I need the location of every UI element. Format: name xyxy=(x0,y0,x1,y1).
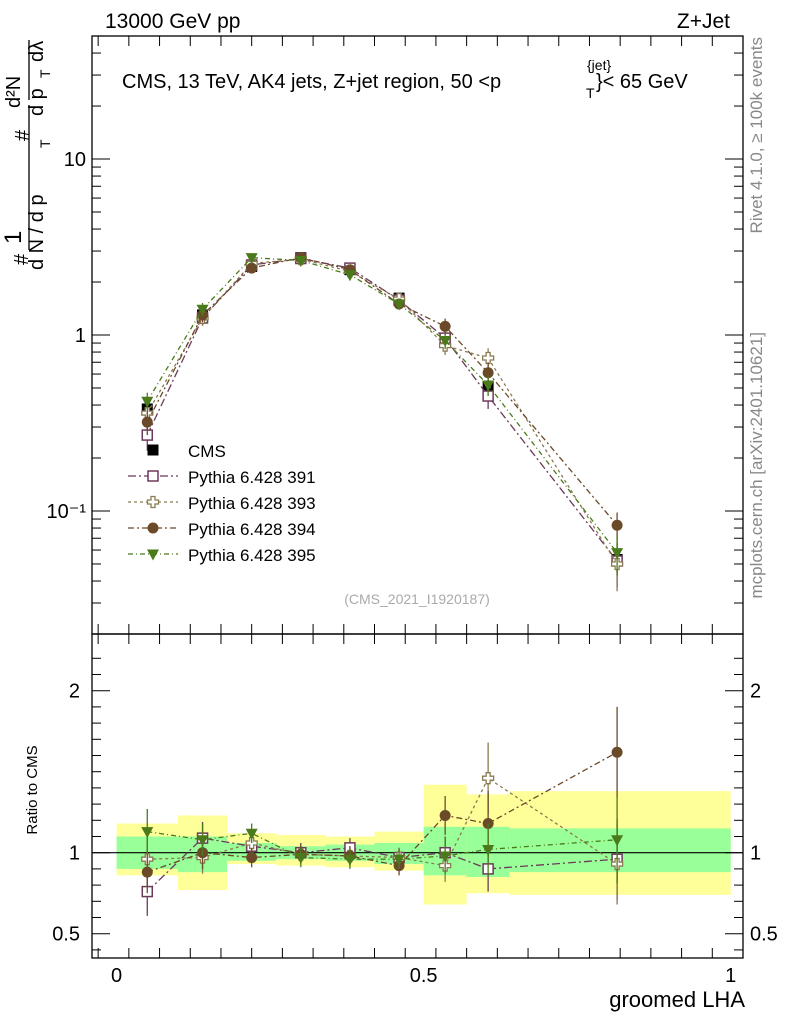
data-point xyxy=(439,320,451,332)
plot-title: CMS, 13 TeV, AK4 jets, Z+jet region, 50 … xyxy=(122,57,688,101)
legend-marker xyxy=(147,470,159,482)
x-tick-label: 0 xyxy=(111,965,122,987)
mcplots-label: mcplots.cern.ch [arXiv:2401.10621] xyxy=(747,332,766,598)
data-point xyxy=(196,304,209,316)
title-text: CMS, 13 TeV, AK4 jets, Z+jet region, 50 … xyxy=(122,71,501,93)
title-sub: T xyxy=(586,85,595,101)
ratio-point xyxy=(611,746,623,758)
ylabel-one: 1 xyxy=(0,231,27,244)
ratio-point xyxy=(343,854,356,866)
analysis-watermark: (CMS_2021_I1920187) xyxy=(344,591,490,607)
ratio-point xyxy=(439,809,451,821)
x-tick-label: 0.5 xyxy=(410,965,438,987)
ratio-line xyxy=(147,830,618,860)
legend-entry: CMS xyxy=(147,442,226,461)
legend-label: Pythia 6.428 395 xyxy=(188,546,316,565)
axes-group: 10⁻¹ 1 10 0.5 0.5 1 1 2 2 0 0.5 1 xyxy=(47,35,778,987)
data-point xyxy=(246,262,258,274)
data-point xyxy=(245,253,258,265)
series-line xyxy=(146,257,618,562)
ratio-point xyxy=(482,844,495,856)
data-point xyxy=(294,256,307,268)
ylabel-dlambda: dλ xyxy=(26,41,48,62)
legend-label: CMS xyxy=(188,442,226,461)
legend-marker xyxy=(147,549,159,561)
series-pythia-6-428-395 xyxy=(141,253,624,576)
data-point xyxy=(343,270,356,282)
ratio-point xyxy=(439,851,452,863)
ratio-bands xyxy=(116,784,731,905)
ratio-ylabel: Ratio to CMS xyxy=(24,745,41,834)
legend-marker xyxy=(147,522,159,534)
legend-entry: Pythia 6.428 393 xyxy=(128,494,316,513)
main-frame xyxy=(91,35,744,635)
legend-marker xyxy=(146,495,160,509)
ratio-point xyxy=(611,835,624,847)
title-sup: {jet} xyxy=(587,57,611,73)
header-right: Z+Jet xyxy=(677,10,730,33)
x-tick-label: 1 xyxy=(725,965,736,987)
y-tick-label: 10 xyxy=(64,149,86,171)
ratio-y-tick-label-right: 2 xyxy=(750,681,761,703)
main-series-group xyxy=(141,252,624,592)
legend-entry: Pythia 6.428 391 xyxy=(128,468,316,487)
ylabel-T-sub-1: T xyxy=(37,139,53,148)
title-tail: }< 65 GeV xyxy=(596,71,688,93)
ratio-point xyxy=(246,852,258,864)
y-tick-label: 10⁻¹ xyxy=(47,501,87,523)
ratio-series-group xyxy=(141,706,624,916)
ratio-y-tick-label: 0.5 xyxy=(52,924,80,946)
data-point xyxy=(439,336,452,348)
data-point xyxy=(482,367,494,379)
ratio-point xyxy=(245,828,258,840)
ylabel-hash-1: # xyxy=(11,253,33,265)
data-point xyxy=(141,416,153,428)
data-point xyxy=(481,351,495,365)
data-point xyxy=(141,396,154,408)
data-point xyxy=(611,548,624,560)
data-point xyxy=(611,519,623,531)
ylabel-dp: d p xyxy=(26,88,48,116)
ylabel-dn-dpt: d N / d p xyxy=(26,194,48,270)
xlabel: groomed LHA xyxy=(609,987,745,1012)
legend: CMS Pythia 6.428 391 Pythia 6.428 393 Pythi… xyxy=(128,442,316,565)
ratio-point xyxy=(481,772,495,785)
ratio-point xyxy=(393,854,406,866)
rivet-label: Rivet 4.1.0, ≥ 100k events xyxy=(747,37,766,233)
main-ylabel: # 1 d N / d p T # d²N d p T dλ xyxy=(0,40,53,270)
legend-entry: Pythia 6.428 394 xyxy=(128,520,316,539)
series-line xyxy=(146,258,618,565)
legend-label: Pythia 6.428 391 xyxy=(188,468,316,487)
legend-entry: Pythia 6.428 395 xyxy=(128,546,316,565)
y-tick-label: 1 xyxy=(75,325,86,347)
ratio-y-tick-label-right: 1 xyxy=(750,843,761,865)
data-point xyxy=(393,299,406,311)
ratio-point xyxy=(196,835,209,847)
ratio-frame xyxy=(91,633,744,959)
data-point xyxy=(482,380,495,392)
ylabel-d2n: d²N xyxy=(3,76,25,108)
ratio-y-tick-label-right: 0.5 xyxy=(750,924,778,946)
ratio-point xyxy=(141,827,154,839)
ratio-point xyxy=(141,866,153,878)
ylabel-T-sub-2: T xyxy=(37,69,53,78)
ratio-y-tick-label: 1 xyxy=(69,843,80,865)
ratio-y-tick-label: 2 xyxy=(69,681,80,703)
header-left: 13000 GeV pp xyxy=(105,10,240,33)
ratio-pythia-6-428-395 xyxy=(141,796,624,884)
legend-label: Pythia 6.428 393 xyxy=(188,494,316,513)
legend-marker xyxy=(147,444,159,456)
ylabel-hash-2: # xyxy=(12,129,34,141)
legend-label: Pythia 6.428 394 xyxy=(188,520,316,539)
ratio-point xyxy=(294,853,307,865)
